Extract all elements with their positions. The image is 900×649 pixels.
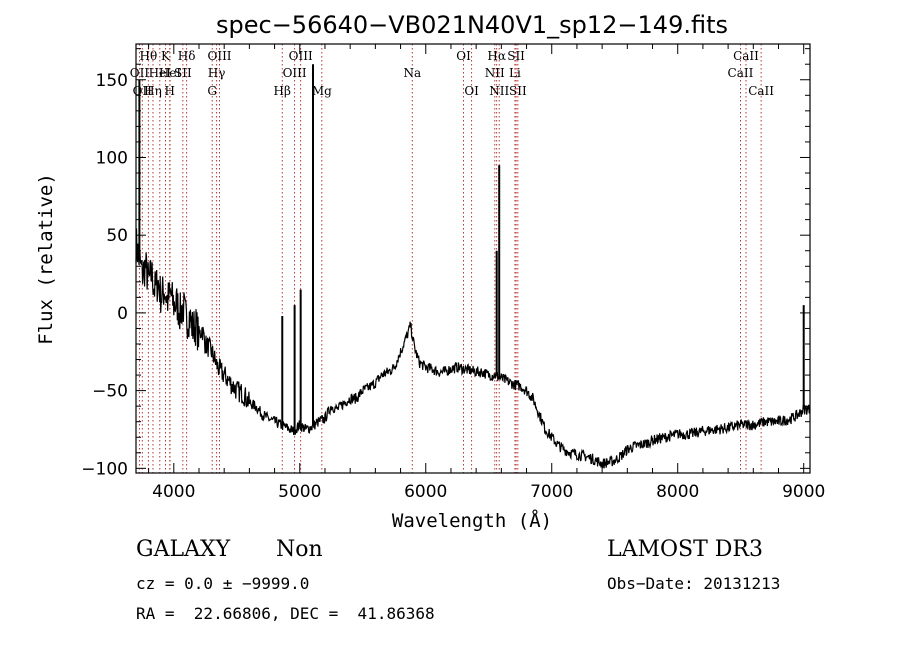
- line-marker-label: CaII: [733, 49, 759, 63]
- line-marker-label: HeI: [149, 66, 172, 80]
- line-marker-label: K: [161, 49, 171, 63]
- x-tick-label: 7000: [530, 482, 573, 502]
- obs-date: Obs−Date: 20131213: [607, 574, 781, 593]
- spectrum-line: [135, 228, 811, 469]
- line-marker-label: NII: [489, 84, 509, 98]
- line-marker-label: Mg: [312, 84, 332, 98]
- line-marker-label: H: [165, 84, 175, 98]
- line-marker-label: NII: [485, 66, 505, 80]
- line-marker-label: SII: [507, 49, 525, 63]
- survey-name: LAMOST DR3: [607, 537, 763, 562]
- plot-frame: [135, 43, 811, 474]
- line-marker-label: OIII: [289, 49, 313, 63]
- x-tick-label: 8000: [656, 482, 699, 502]
- line-marker-labels: OII OII Hθ Hη HeI K HeI H Hδ SII OIII Hγ G Hβ OIII OIII…: [130, 49, 775, 98]
- y-tick-label: 0: [117, 304, 128, 324]
- line-markers: [138, 44, 762, 473]
- x-tick-label: 4000: [152, 482, 195, 502]
- line-marker-label: Hθ: [139, 49, 157, 63]
- line-marker-label: CaII: [728, 66, 754, 80]
- chart-title: spec−56640−VB021N40V1_sp12−149.fits: [216, 11, 728, 39]
- line-marker-label: OII: [130, 66, 150, 80]
- line-marker-label: OIII: [207, 49, 231, 63]
- object-class: GALAXY: [136, 537, 231, 562]
- y-tick-label: 150: [96, 71, 128, 91]
- line-marker-label: CaII: [748, 84, 774, 98]
- y-tick-label: −50: [92, 382, 128, 402]
- line-marker-label: Hδ: [178, 49, 196, 63]
- y-tick-label: 100: [96, 148, 128, 168]
- object-subclass: Non: [276, 537, 323, 562]
- line-marker-label: OII: [133, 84, 153, 98]
- redshift-line: cz = 0.0 ± −9999.0: [136, 574, 310, 593]
- line-marker-label: Hη: [144, 84, 162, 98]
- line-marker-label: Hβ: [274, 84, 291, 98]
- line-marker-label: SII: [174, 66, 192, 80]
- x-tick-label: 9000: [782, 482, 825, 502]
- x-axis-label: Wavelength (Å): [392, 509, 552, 532]
- y-axis-label: Flux (relative): [35, 173, 57, 345]
- coordinates: RA = 22.66806, DEC = 41.86368: [136, 604, 435, 623]
- line-marker-label: Na: [403, 66, 421, 80]
- y-tick-label: 50: [106, 226, 128, 246]
- line-marker-label: HeI: [159, 66, 182, 80]
- emission-spikes: [138, 64, 805, 430]
- x-tick-label: 5000: [278, 482, 321, 502]
- line-marker-label: Hα: [487, 49, 506, 63]
- line-marker-label: SII: [509, 84, 527, 98]
- y-tick-label: −100: [81, 459, 128, 479]
- x-tick-label: 6000: [404, 482, 447, 502]
- line-marker-label: G: [207, 84, 217, 98]
- line-marker-label: OI: [464, 84, 479, 98]
- line-marker-label: OIII: [283, 66, 307, 80]
- spectrum-series: [135, 228, 811, 469]
- line-marker-label: Hγ: [208, 66, 226, 80]
- line-marker-label: OI: [456, 49, 471, 63]
- line-marker-label: Li: [509, 66, 521, 80]
- x-axis-ticks: 4000 5000 6000 7000 8000 9000: [148, 44, 825, 502]
- y-axis-ticks: −100 −50 0 50 100 150: [81, 48, 810, 479]
